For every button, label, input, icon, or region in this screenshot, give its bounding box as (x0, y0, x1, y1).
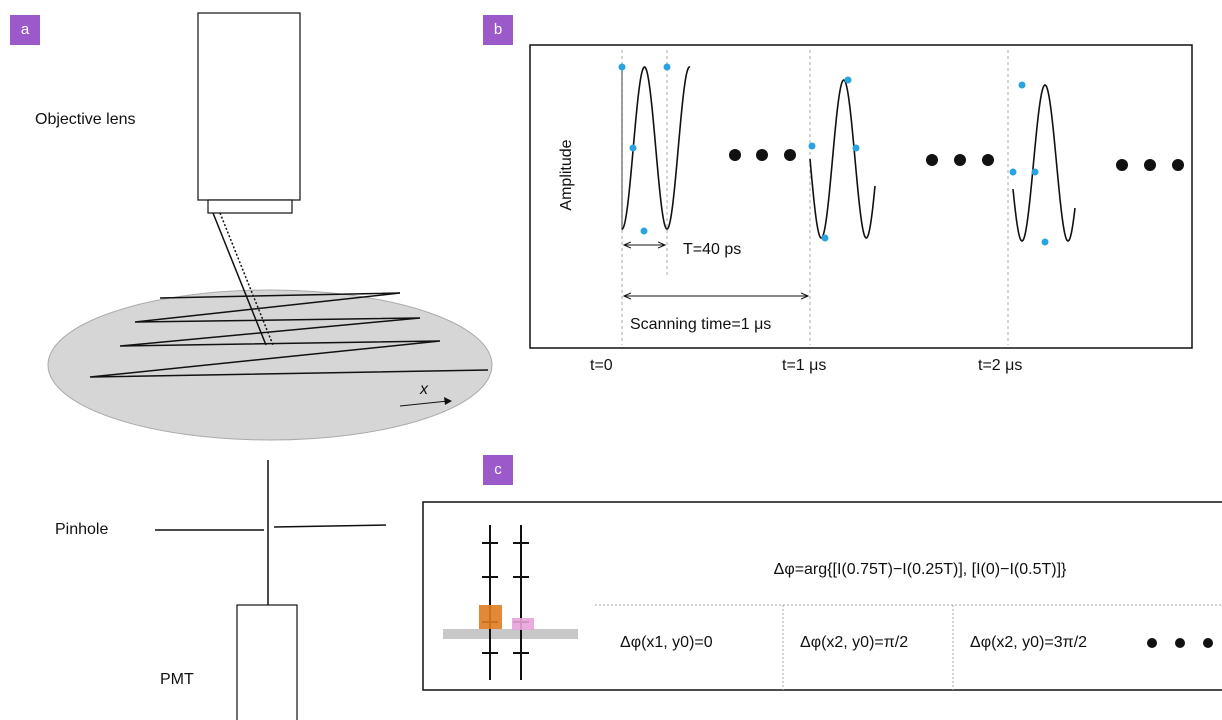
sample-point (1032, 169, 1039, 176)
sample-bar (443, 629, 578, 639)
sample-point (664, 64, 671, 71)
time-label: t=2 μs (978, 357, 1022, 374)
pinhole-label: Pinhole (55, 521, 108, 538)
time-label: t=1 μs (782, 357, 826, 374)
y-axis-label: Amplitude (558, 139, 575, 210)
sample-point (630, 145, 637, 152)
lens-tip (208, 200, 292, 213)
lens-body (198, 13, 300, 200)
scan-lines (482, 525, 529, 680)
sample-point (641, 228, 648, 235)
panel-label: b (494, 21, 502, 38)
panel-a: a Objective lens x Pinhole PMT (10, 13, 492, 720)
sample-point (809, 143, 816, 150)
panel-label: a (21, 21, 30, 38)
objective-label: Objective lens (35, 111, 136, 128)
sample-point (822, 235, 829, 242)
sample-point (1019, 82, 1026, 89)
panel-b: b Amplitude T=40 ps Scanning time=1 μs t… (483, 15, 1192, 374)
pmt-label: PMT (160, 671, 194, 688)
panel-label: c (494, 461, 502, 478)
ellipsis (1147, 638, 1213, 648)
scan-label: Scanning time=1 μs (630, 316, 771, 333)
pink-pixel (512, 618, 534, 630)
figure: a Objective lens x Pinhole PMT b Amplitu… (0, 0, 1222, 720)
table-frame (423, 502, 1222, 690)
sample-point (1010, 169, 1017, 176)
sample-point (619, 64, 626, 71)
cell: Δφ(x2, y0)=3π/2 (970, 634, 1087, 651)
sample (48, 290, 492, 440)
cell: Δφ(x1, y0)=0 (620, 634, 713, 651)
time-label: t=0 (590, 357, 613, 374)
sample-point (845, 77, 852, 84)
pinhole-right (274, 525, 386, 527)
period-label: T=40 ps (683, 241, 741, 258)
x-label: x (419, 381, 429, 398)
pmt-box (237, 605, 297, 720)
sample-point (1042, 239, 1049, 246)
sample-point (853, 145, 860, 152)
formula: Δφ=arg{[I(0.75T)−I(0.25T)], [I(0)−I(0.5T… (774, 561, 1067, 578)
panel-c: c Δφ=arg{[I(0.75T)−I(0.25T)], [I(0)−I(0.… (423, 455, 1222, 690)
orange-pixel (479, 605, 502, 629)
cell: Δφ(x2, y0)=π/2 (800, 634, 908, 651)
